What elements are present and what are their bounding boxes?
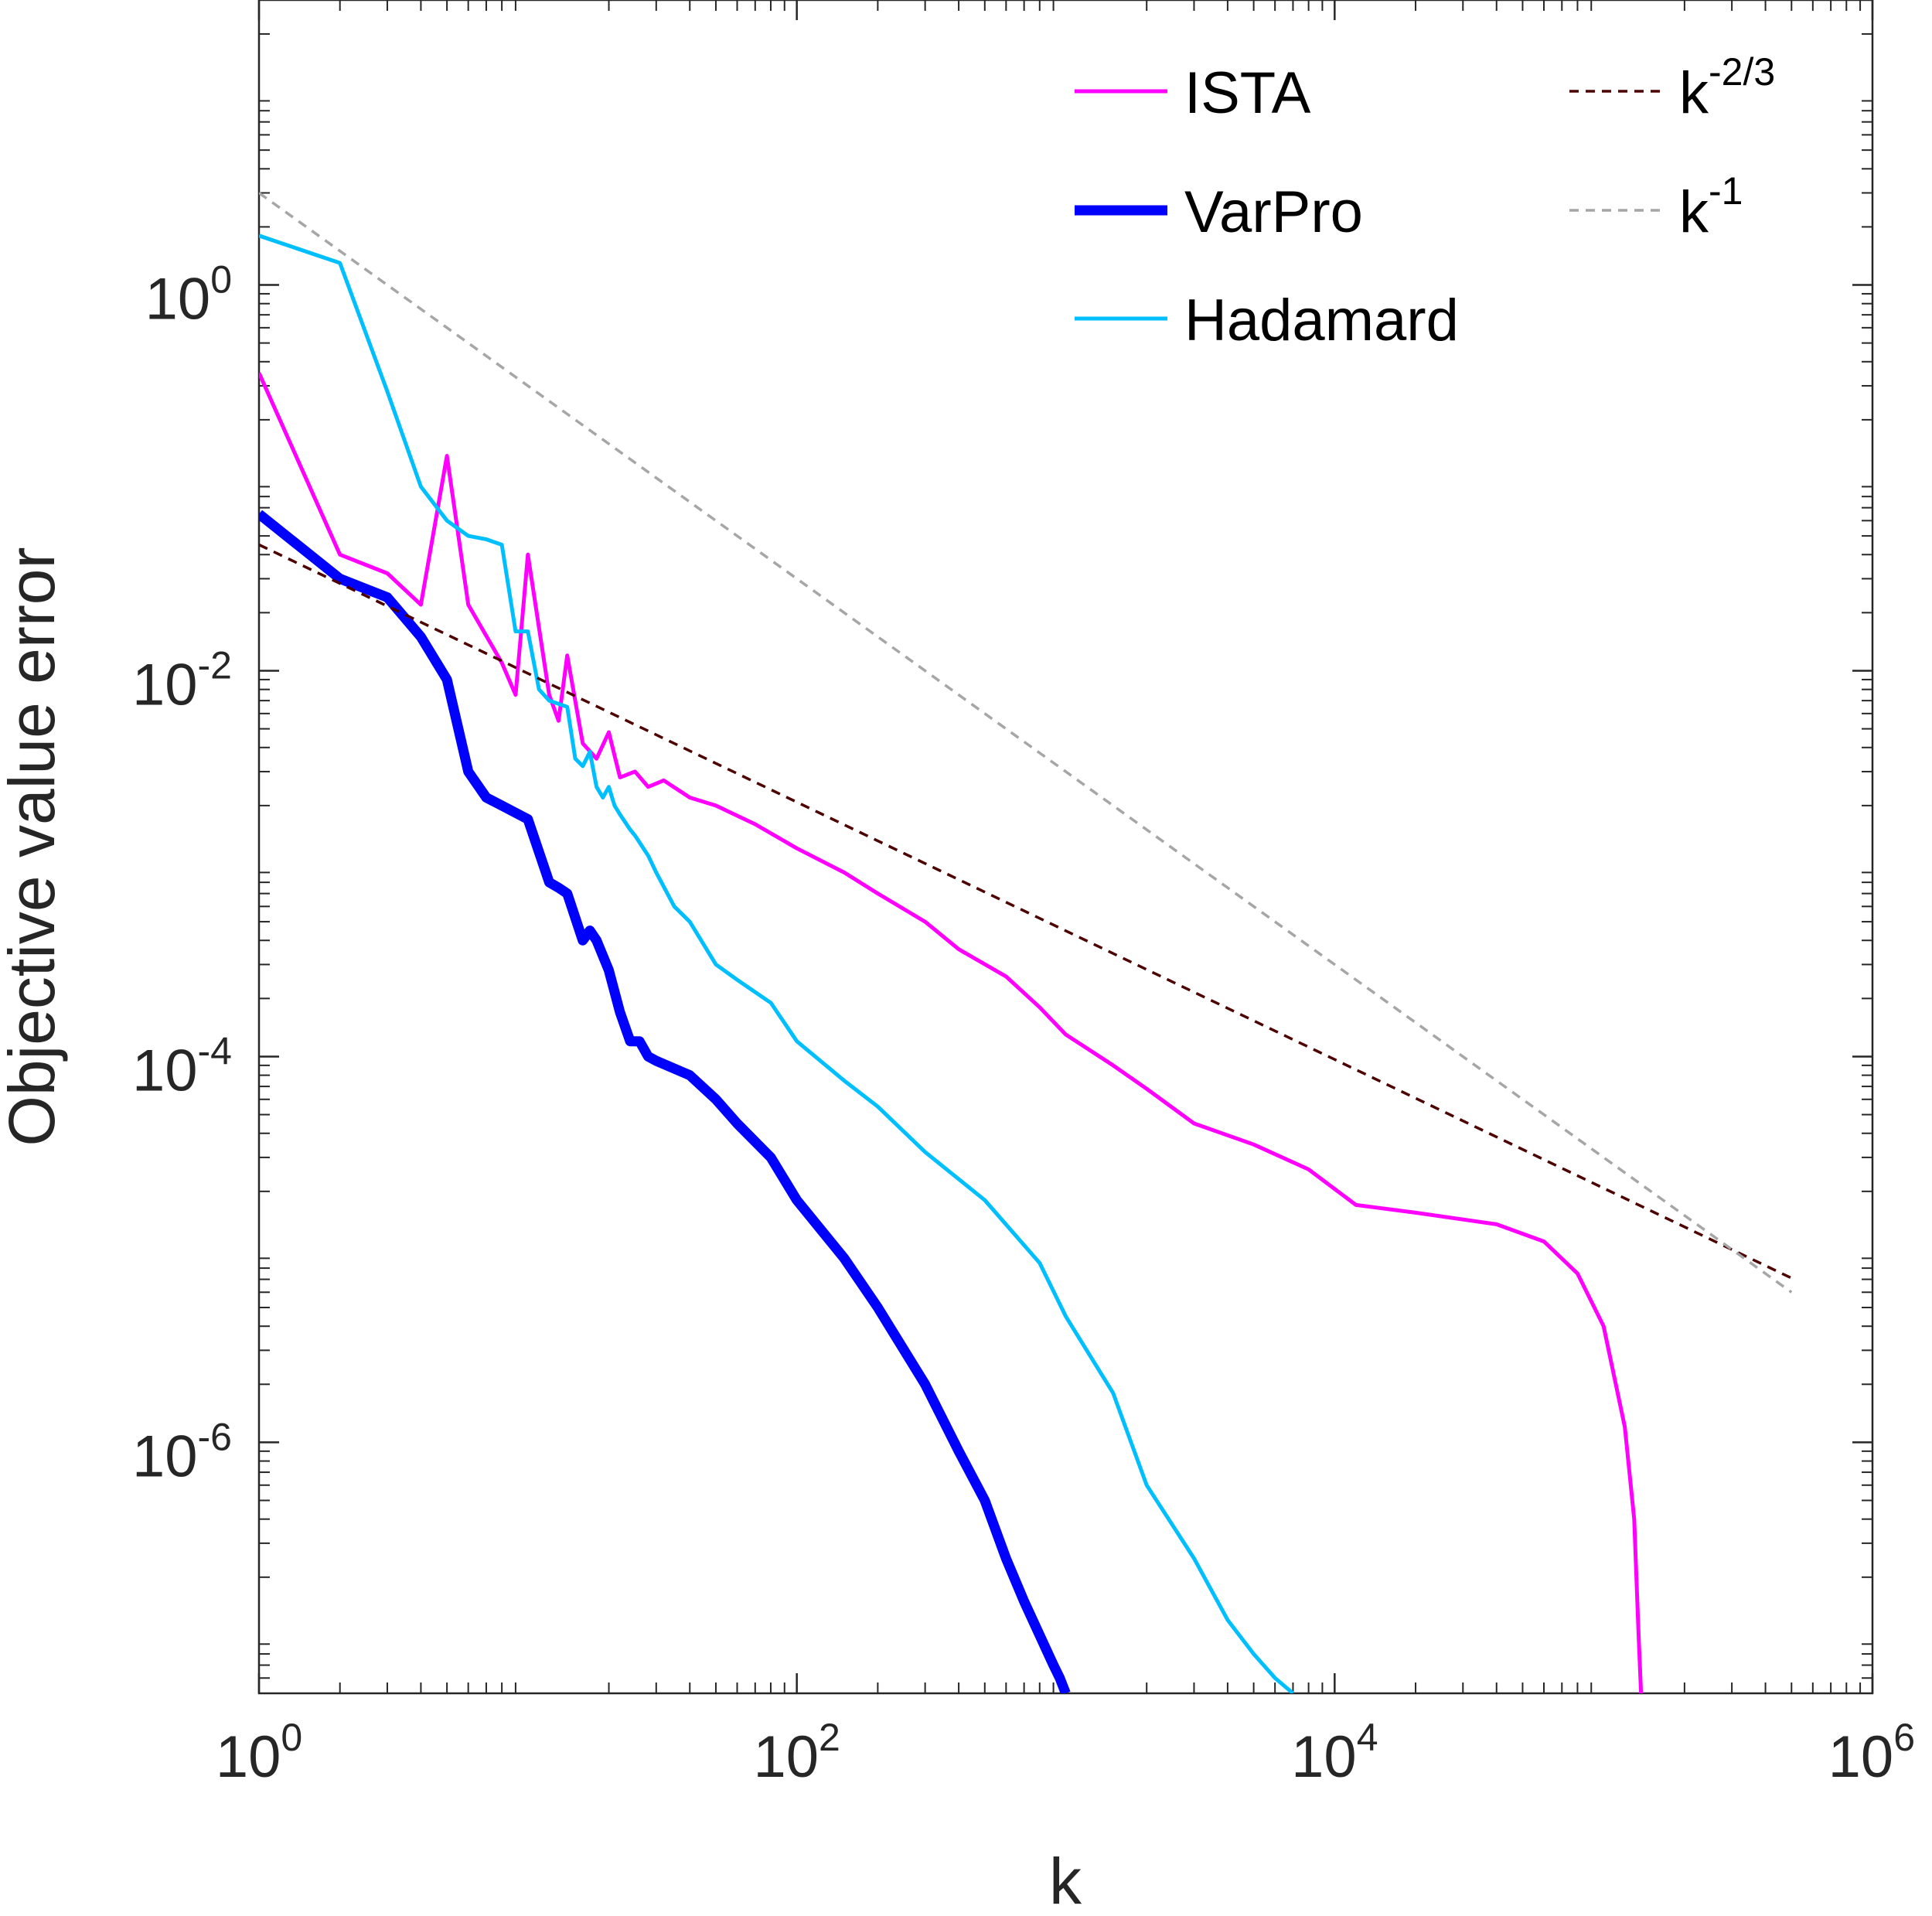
series-lines bbox=[259, 192, 1793, 1693]
x-tick-labels: 100 102 104 106 bbox=[216, 1716, 1915, 1790]
x-tick-label: 100 bbox=[216, 1716, 302, 1790]
x-tick-label: 106 bbox=[1828, 1716, 1915, 1790]
varpro-line bbox=[259, 510, 1071, 1693]
legend-label: k-2/3 bbox=[1679, 50, 1775, 126]
y-tick-label: 10-4 bbox=[132, 1029, 232, 1103]
legend-varpro: VarPro bbox=[1075, 179, 1363, 245]
legend-label: ISTA bbox=[1184, 60, 1311, 126]
y-tick-label: 100 bbox=[145, 258, 232, 332]
legend: ISTA VarPro Hadamard k-2/3 k-1 bbox=[1075, 50, 1775, 353]
legend-label: VarPro bbox=[1184, 179, 1363, 245]
x-tick-label: 102 bbox=[753, 1716, 840, 1790]
legend-label: k-1 bbox=[1679, 169, 1743, 245]
x-tick-label: 104 bbox=[1291, 1716, 1378, 1790]
hadamard-line bbox=[259, 234, 1295, 1693]
ista-line bbox=[259, 372, 1644, 1693]
legend-k-minus-one: k-1 bbox=[1569, 169, 1743, 245]
y-tick-labels: 100 10-2 10-4 10-6 bbox=[132, 258, 232, 1490]
y-axis-label: Objective value error bbox=[0, 547, 68, 1147]
y-tick-label: 10-6 bbox=[132, 1415, 232, 1489]
legend-hadamard: Hadamard bbox=[1075, 288, 1459, 353]
plot-area bbox=[257, 0, 1874, 1695]
legend-k-minus-two-thirds: k-2/3 bbox=[1569, 50, 1775, 126]
legend-label: Hadamard bbox=[1184, 288, 1459, 353]
major-ticks bbox=[257, 0, 1874, 1693]
x-axis-label: k bbox=[1049, 1845, 1082, 1916]
y-tick-label: 10-2 bbox=[132, 643, 232, 718]
k-minus-one-line bbox=[259, 192, 1793, 1294]
legend-ista: ISTA bbox=[1075, 60, 1311, 126]
minor-ticks bbox=[259, 0, 1872, 1693]
k-minus-two-thirds-line bbox=[259, 543, 1793, 1280]
